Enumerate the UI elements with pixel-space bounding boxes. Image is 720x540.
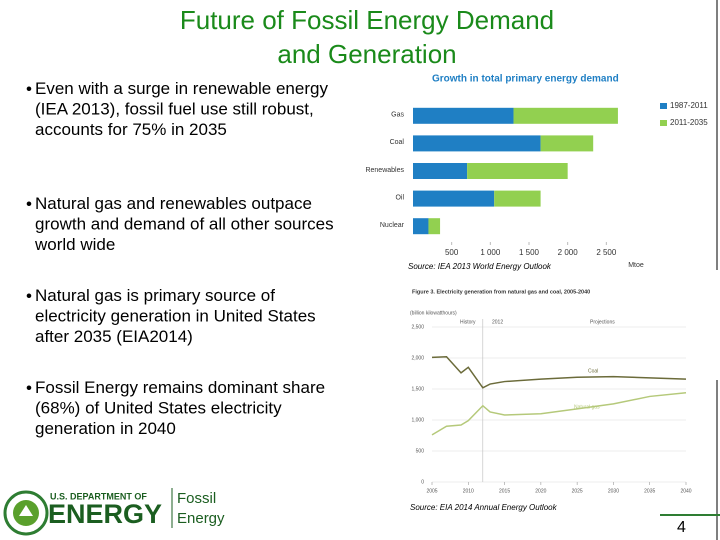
bar bbox=[413, 190, 495, 207]
bullets: • Even with a surge in renewable energy (I… bbox=[26, 79, 334, 438]
bullet-text: Natural gas is primary source of electric… bbox=[35, 286, 316, 346]
series-line bbox=[431, 391, 687, 436]
x-tick-label: 1 500 bbox=[519, 248, 540, 257]
annotation: 2012 bbox=[492, 319, 503, 325]
source: Source: EIA 2014 Annual Energy Outlook bbox=[410, 503, 558, 512]
legend-swatch bbox=[660, 103, 667, 109]
x-tick-label: 2005 bbox=[426, 488, 437, 494]
seal-icon bbox=[19, 505, 33, 516]
title: Future of Fossil Energy Demand and Genera… bbox=[180, 5, 554, 69]
x-tick-label: 2010 bbox=[463, 488, 474, 494]
x-tick-label: 500 bbox=[445, 248, 459, 257]
x-tick-label: 2040 bbox=[680, 488, 691, 494]
series-line bbox=[431, 355, 687, 389]
y-tick-label: 2,000 bbox=[411, 355, 424, 361]
bullet-line: accounts for 75% in 2035 bbox=[35, 120, 227, 139]
x-tick-label: 2015 bbox=[499, 488, 510, 494]
category-label: Renewables bbox=[365, 167, 404, 174]
y-axis-label: (billion kilowatthours) bbox=[410, 310, 457, 316]
charts: Growth in total primary energy demand Gas… bbox=[365, 74, 708, 512]
bullet-line: after 2035 (EIA2014) bbox=[35, 327, 193, 346]
x-tick-label: 1 000 bbox=[480, 248, 501, 257]
logo-energy: ENERGY bbox=[48, 499, 162, 529]
bullet-line: growth and demand of all other sources bbox=[35, 215, 334, 234]
bullet-line: Fossil Energy remains dominant share bbox=[35, 378, 325, 397]
y-tick-label: 1,500 bbox=[411, 386, 424, 392]
source: Source: IEA 2013 World Energy Outlook bbox=[408, 262, 552, 271]
bullet-line: generation in 2040 bbox=[35, 419, 176, 438]
bullet-line: (IEA 2013), fossil fuel use still robust… bbox=[35, 100, 314, 119]
title-line: and Generation bbox=[277, 39, 456, 69]
x-tick-label: 2030 bbox=[608, 488, 619, 494]
annotation: Projections bbox=[590, 319, 615, 325]
bullet-dot: • bbox=[26, 79, 32, 98]
bar bbox=[540, 135, 594, 152]
bullet-line: Natural gas is primary source of bbox=[35, 286, 275, 305]
x-tick-label: 2020 bbox=[535, 488, 546, 494]
bar bbox=[413, 218, 429, 235]
legend-label: 2011-2035 bbox=[670, 118, 708, 127]
bar bbox=[428, 218, 441, 235]
annotation: History bbox=[460, 319, 476, 325]
y-tick-label: 1,000 bbox=[411, 417, 424, 423]
bar bbox=[494, 190, 541, 207]
bullet-text: Natural gas and renewables outpace growth… bbox=[34, 194, 334, 254]
x-axis-label: Mtoe bbox=[628, 262, 644, 269]
bar bbox=[413, 163, 468, 179]
chart-title: Figure 3. Electricity generation from na… bbox=[412, 289, 590, 295]
title-text: Future of Fossil Energy Demand and Genera… bbox=[180, 5, 554, 69]
bullet-line: electricity generation in United States bbox=[35, 307, 316, 326]
bullet-text: Even with a surge in renewable energy (IE… bbox=[35, 79, 328, 139]
bullet-line: Even with a surge in renewable energy bbox=[35, 79, 328, 98]
y-tick-label: 0 bbox=[421, 479, 424, 485]
bar bbox=[413, 107, 514, 124]
bullet-text: Fossil Energy remains dominant share (68%… bbox=[35, 378, 325, 438]
page-number: 4 bbox=[677, 519, 686, 536]
category-label: Gas bbox=[391, 112, 404, 119]
bullet-line: (68%) of United States electricity bbox=[35, 399, 282, 418]
x-tick-label: 2025 bbox=[572, 488, 583, 494]
y-tick-label: 2,500 bbox=[411, 324, 424, 330]
category-label: Oil bbox=[395, 194, 404, 201]
y-tick-label: 500 bbox=[416, 448, 425, 454]
legend-swatch bbox=[660, 120, 667, 126]
logo-dept: U.S. DEPARTMENT OF bbox=[50, 491, 147, 501]
bullet-line: world wide bbox=[34, 235, 115, 254]
x-tick-label: 2035 bbox=[644, 488, 655, 494]
bullet-dot: • bbox=[26, 194, 32, 213]
title-line: Future of Fossil Energy Demand bbox=[180, 5, 554, 35]
series-label: Coal bbox=[588, 368, 598, 374]
chart-title: Growth in total primary energy demand bbox=[432, 74, 619, 85]
x-tick-label: 2 500 bbox=[596, 248, 617, 257]
bullet-line: Natural gas and renewables outpace bbox=[35, 194, 312, 213]
category-label: Coal bbox=[390, 139, 405, 146]
x-tick-label: 2 000 bbox=[558, 248, 579, 257]
logo-fossil: Fossil bbox=[177, 490, 216, 507]
bar bbox=[513, 107, 618, 124]
bullet-dot: • bbox=[26, 378, 32, 397]
bar bbox=[467, 163, 568, 179]
bullet-dot: • bbox=[26, 286, 32, 305]
legend-label: 1987-2011 bbox=[670, 101, 708, 110]
category-label: Nuclear bbox=[380, 222, 405, 229]
bar bbox=[413, 135, 541, 152]
logo: U.S. DEPARTMENT OF ENERGY Fossil Energy bbox=[3, 488, 225, 536]
logo-fossil2: Energy bbox=[177, 510, 225, 527]
series-label: Natural gas bbox=[574, 404, 600, 410]
